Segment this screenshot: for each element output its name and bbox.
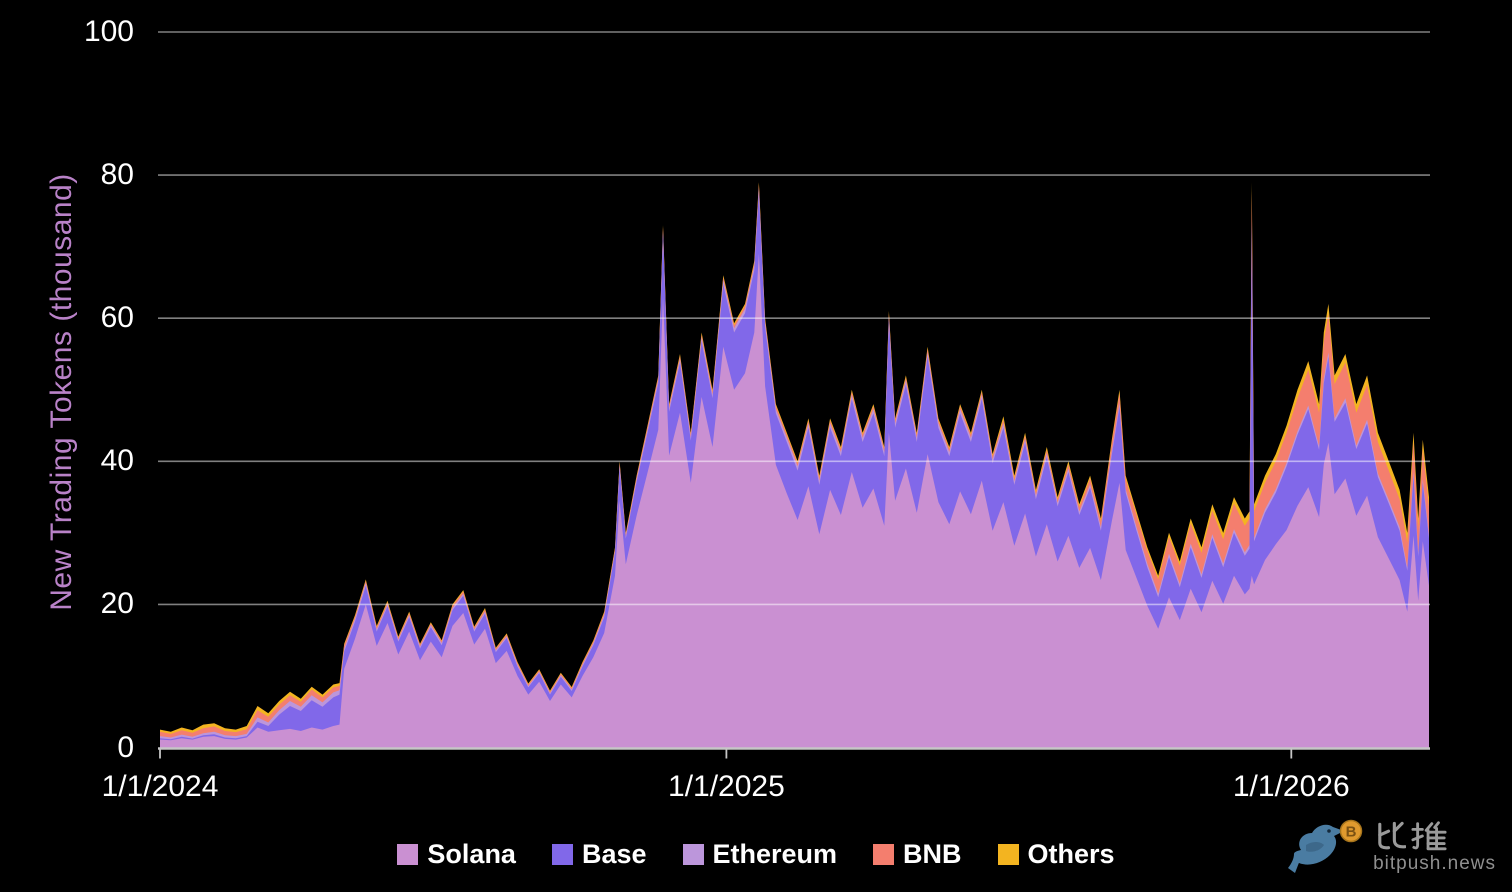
watermark-en: bitpush.news: [1373, 853, 1496, 874]
legend-item-solana[interactable]: Solana: [397, 839, 516, 870]
x-tick-label-1-1-2024: 1/1/2024: [101, 770, 219, 803]
cn-char-bi: [1378, 821, 1407, 850]
legend-label-others: Others: [1027, 839, 1115, 869]
x-tick-label-1-1-2026: 1/1/2026: [1232, 770, 1350, 803]
legend-swatch-ethereum: [682, 844, 704, 865]
legend: Solana Base Ethereum BNB Others: [0, 839, 1512, 870]
legend-label-base: Base: [581, 839, 647, 869]
legend-label-ethereum: Ethereum: [712, 839, 838, 869]
y-tick-label-40: 40: [100, 444, 134, 478]
cn-char-tui: [1411, 821, 1447, 851]
legend-item-ethereum[interactable]: Ethereum: [682, 839, 838, 870]
y-tick-label-20: 20: [100, 587, 134, 621]
bitpush-bird-icon: B: [1288, 819, 1363, 873]
legend-item-bnb[interactable]: BNB: [873, 839, 962, 870]
area-solana: [160, 253, 1429, 748]
y-tick-label-0: 0: [117, 730, 134, 764]
watermark-text: bitpush.news: [1373, 818, 1496, 875]
legend-item-base[interactable]: Base: [551, 839, 647, 870]
watermark: B: [1285, 818, 1496, 880]
y-tick-label-100: 100: [83, 15, 134, 48]
y-tick-label-80: 80: [100, 158, 134, 192]
y-tick-label-60: 60: [100, 301, 134, 335]
y-axis-title: New Trading Tokens (thousand): [45, 173, 78, 611]
legend-item-others[interactable]: Others: [997, 839, 1115, 870]
legend-label-bnb: BNB: [903, 839, 962, 869]
svg-text:B: B: [1346, 824, 1357, 841]
legend-swatch-solana: [397, 844, 419, 865]
watermark-cn: [1373, 820, 1447, 852]
legend-label-solana: Solana: [427, 839, 516, 869]
legend-swatch-bnb: [873, 844, 895, 865]
x-tick-label-1-1-2025: 1/1/2025: [668, 770, 785, 803]
legend-swatch-base: [551, 844, 573, 865]
legend-swatch-others: [997, 844, 1019, 865]
